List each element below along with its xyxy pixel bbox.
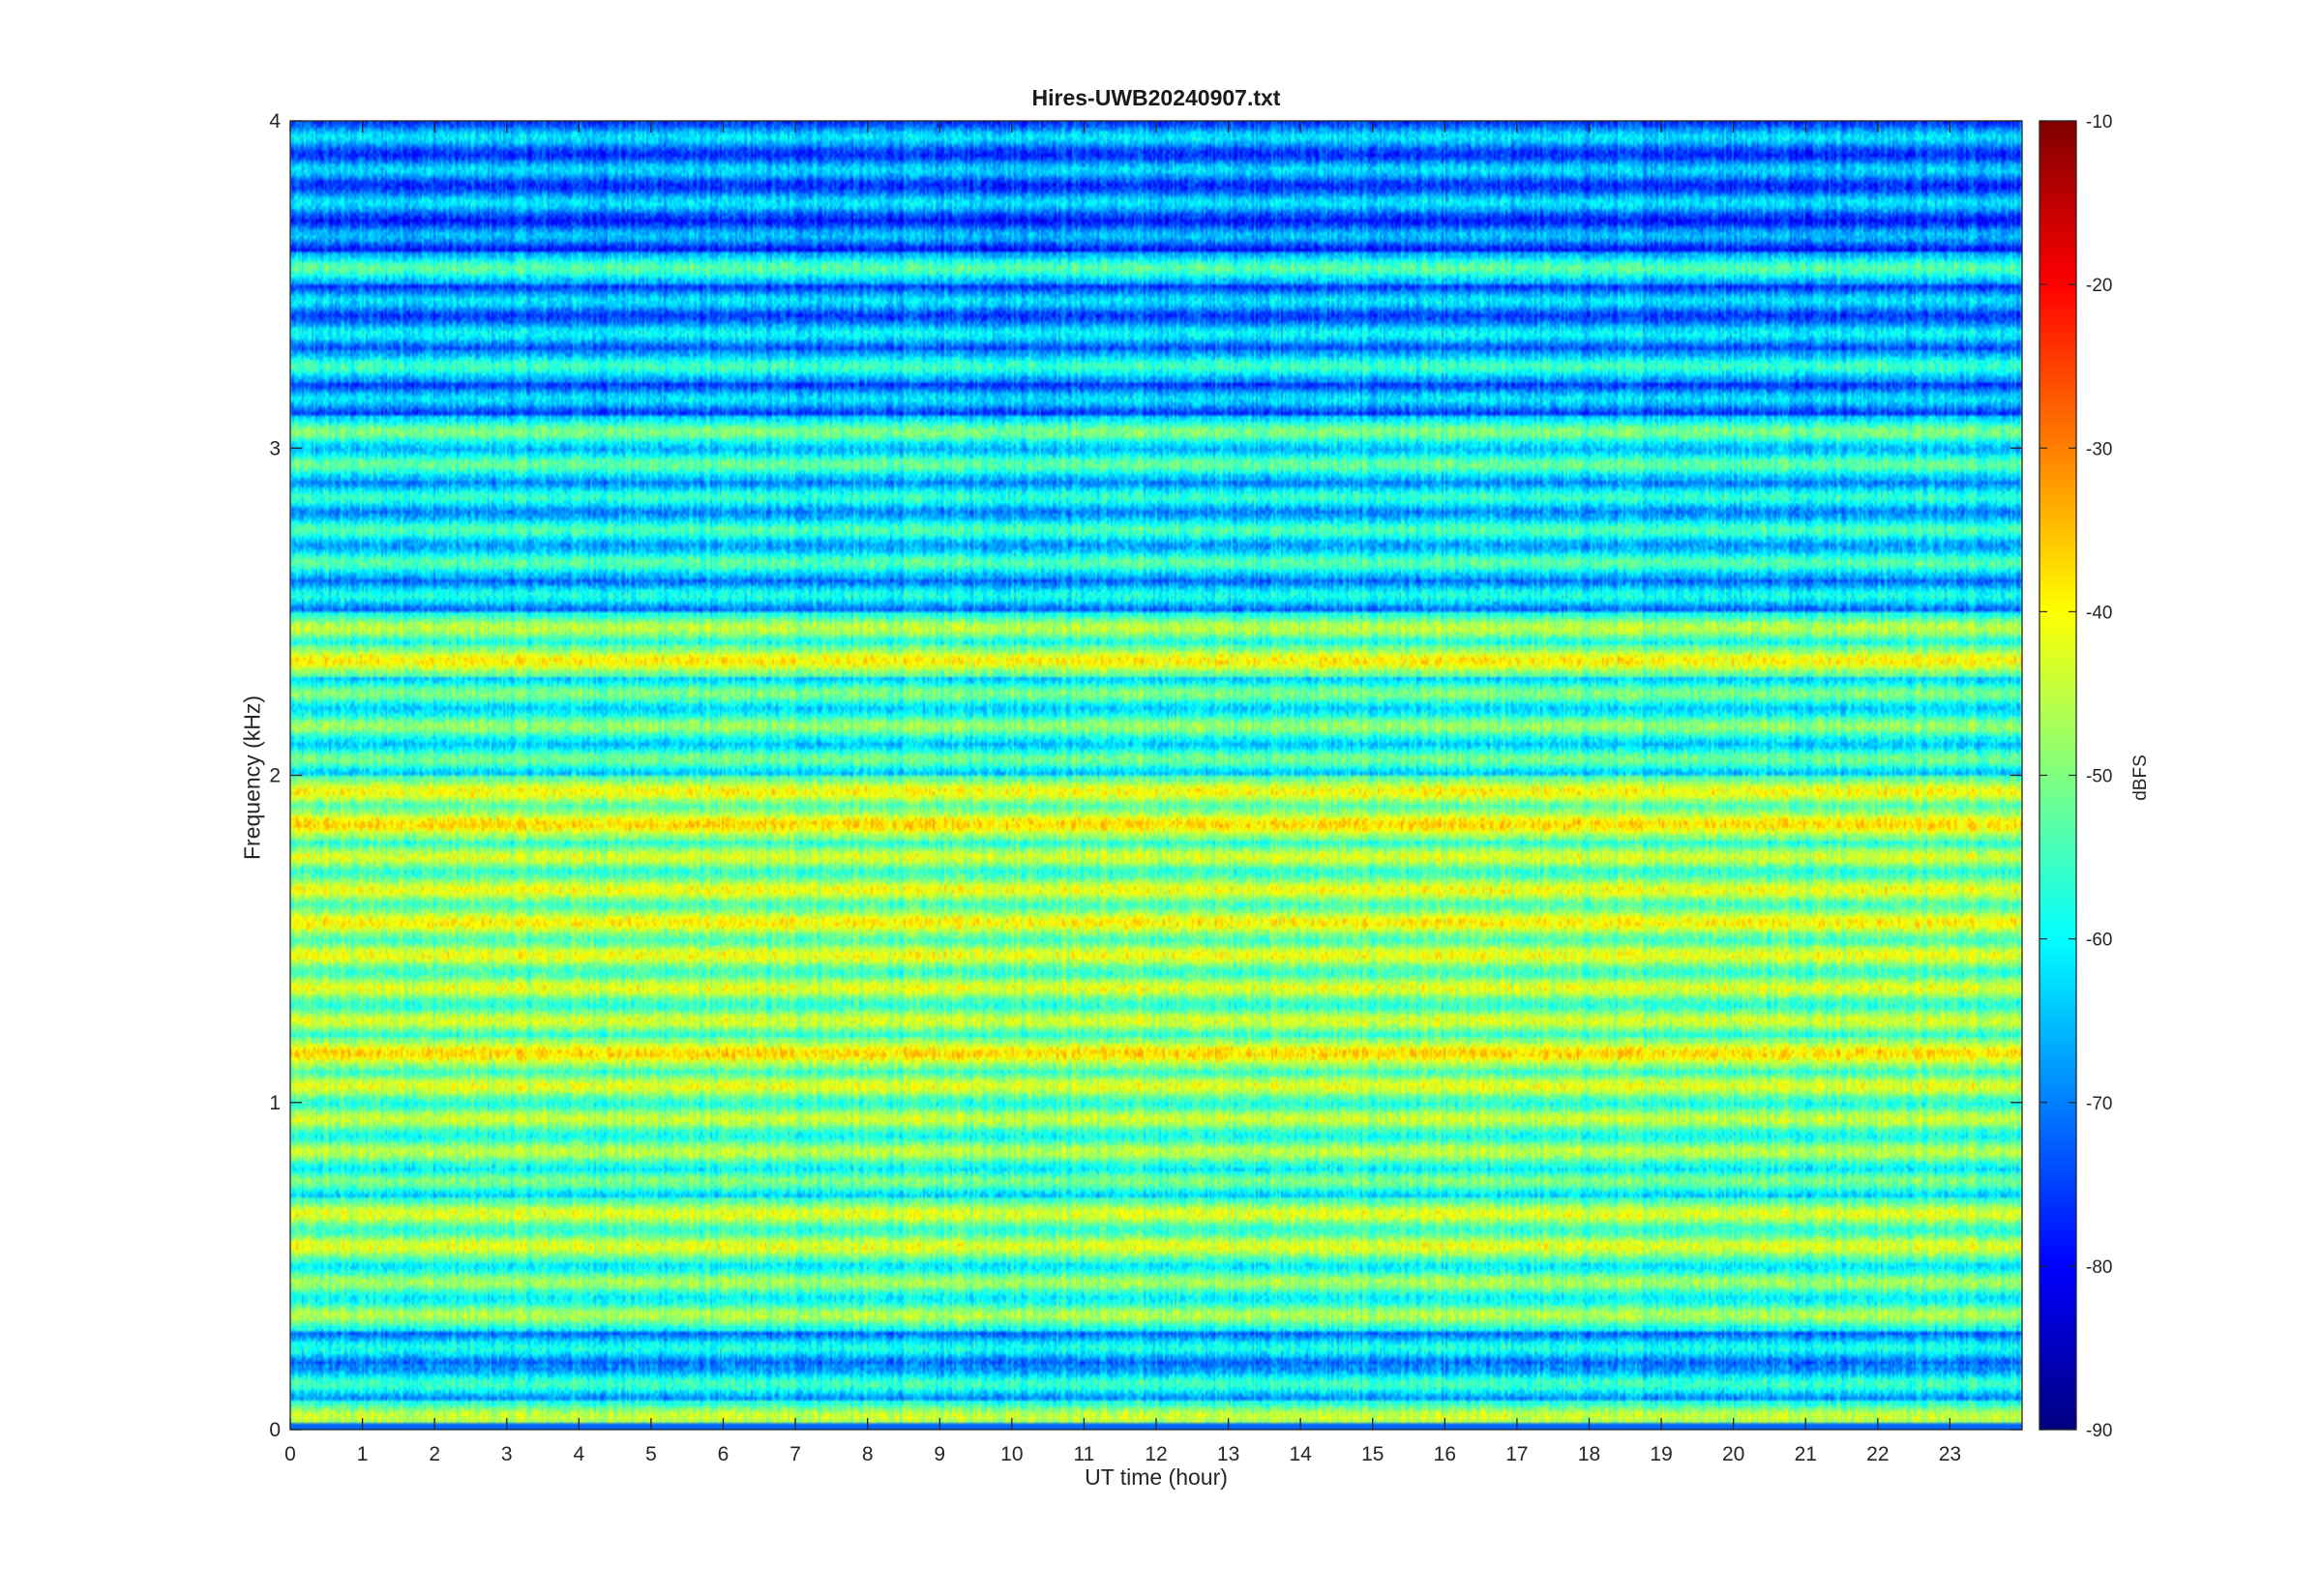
x-tick-label: 3 [501,1443,513,1465]
heatmap-image [290,121,2022,1430]
x-tick-label: 0 [284,1443,296,1465]
x-tick-label: 18 [1578,1443,1600,1465]
colorbar-tick-label: -60 [2086,931,2112,951]
y-tick-label: 2 [269,765,281,787]
x-tick-label: 4 [573,1443,584,1465]
x-tick-label: 9 [934,1443,945,1465]
y-tick-label: 3 [269,437,281,459]
colorbar-tick-label: -80 [2086,1257,2112,1278]
x-tick-label: 8 [862,1443,874,1465]
x-tick-label: 6 [718,1443,729,1465]
x-tick-label: 12 [1145,1443,1167,1465]
colorbar-tick-label: -90 [2086,1421,2112,1441]
x-tick-label: 15 [1361,1443,1384,1465]
x-tick-label: 2 [429,1443,440,1465]
x-tick-label: 16 [1434,1443,1456,1465]
spectrogram-cells [290,121,2022,1430]
x-tick-label: 21 [1795,1443,1817,1465]
x-tick-label: 11 [1074,1443,1095,1465]
x-tick-label: 22 [1866,1443,1889,1465]
x-tick-label: 23 [1939,1443,1961,1465]
x-tick-label: 14 [1289,1443,1312,1465]
y-tick-label: 4 [269,110,281,133]
x-tick-label: 1 [357,1443,369,1465]
colorbar-tick-label: -50 [2086,767,2112,787]
x-tick-label: 19 [1650,1443,1672,1465]
colorbar-tick-label: -10 [2086,112,2112,133]
plot-axes: 0 1 2 3 4 5 6 7 8 9 10 11 12 13 14 15 16 17 18 19 20 21 22 2301… [269,110,2023,1465]
x-axis-label: UT time (hour) [1085,1464,1228,1490]
x-tick-label: 5 [645,1443,657,1465]
x-tick-label: 17 [1505,1443,1528,1465]
colorbar-tick-label: -40 [2086,603,2112,623]
y-tick-label: 0 [269,1419,281,1441]
y-tick-label: 1 [269,1092,281,1114]
colorbar: -90 -80 -70 -60 -50 -40 -30 -20 -10 [2039,112,2112,1441]
colorbar-tick-label: -30 [2086,439,2112,459]
colorbar-tick-label: -20 [2086,276,2112,296]
x-tick-label: 13 [1217,1443,1239,1465]
x-tick-label: 7 [789,1443,801,1465]
chart-title: Hires-UWB20240907.txt [1031,85,1281,110]
x-tick-label: 20 [1722,1443,1744,1465]
x-tick-label: 10 [1000,1443,1023,1465]
colorbar-tick-label: -70 [2086,1094,2112,1114]
